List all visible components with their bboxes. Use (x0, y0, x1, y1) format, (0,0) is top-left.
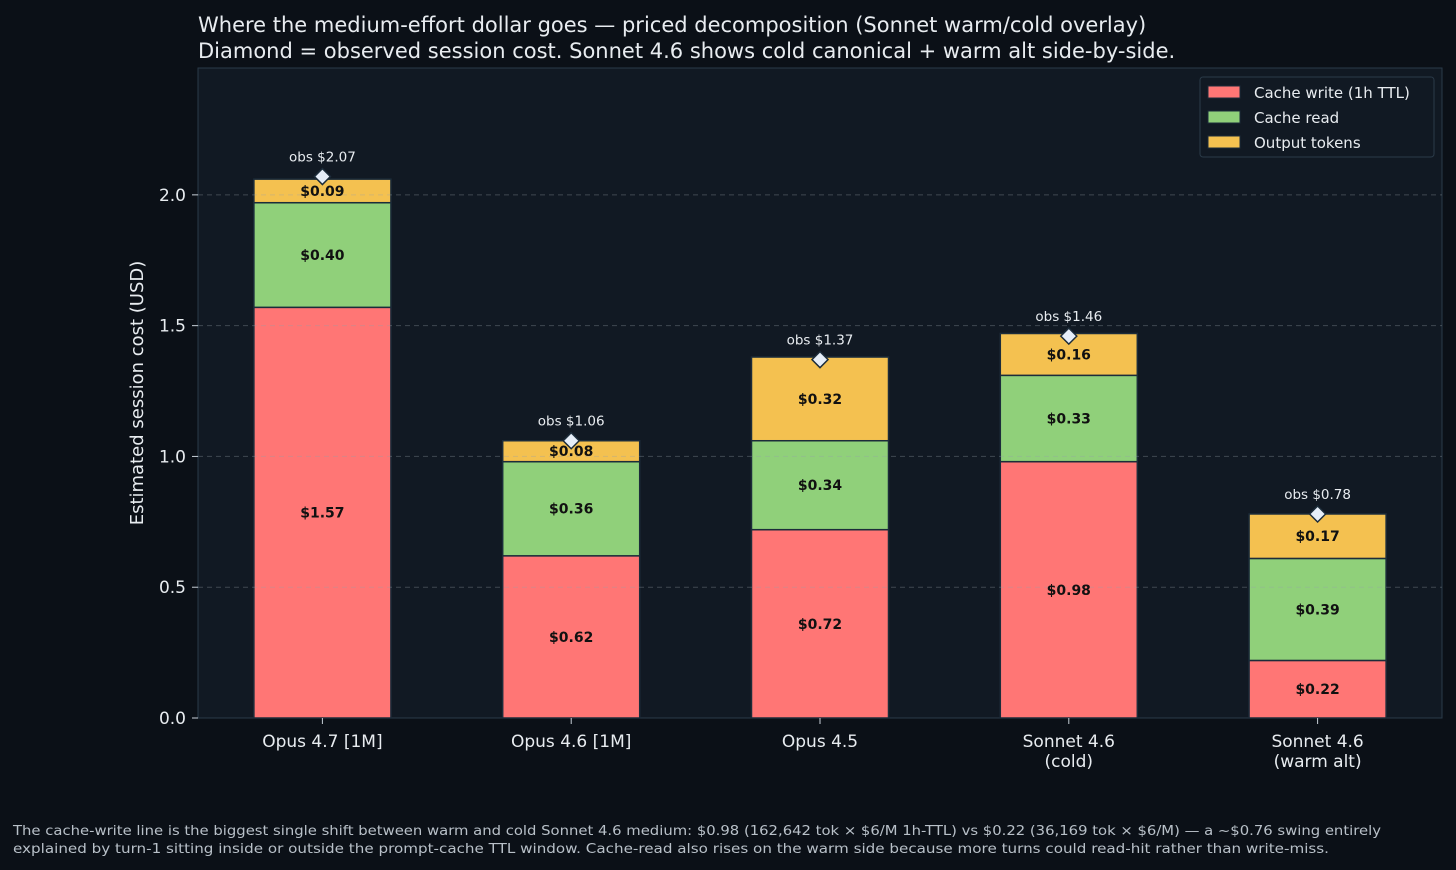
observed-cost-label: obs $1.06 (538, 414, 605, 430)
observed-cost-diamond (313, 167, 332, 186)
observed-cost-diamond (810, 350, 830, 369)
bar-value-label: $0.22 (1295, 682, 1339, 698)
bar-segment-cache-write-1h-ttl--4 (1248, 659, 1387, 719)
bar-value-label: $0.62 (549, 630, 593, 646)
x-tick-label: Opus 4.6 [1M] (511, 732, 631, 752)
bar-value-label: $0.72 (798, 617, 842, 633)
x-tick-label: Opus 4.5 (782, 732, 858, 752)
bar-segment-cache-write-1h-ttl--2 (750, 528, 890, 719)
y-tick-label: 2.0 (159, 186, 186, 206)
observed-cost-label: obs $1.46 (1035, 309, 1102, 325)
chart-subtitle: Diamond = observed session cost. Sonnet … (198, 39, 1175, 63)
bars-layer (253, 178, 1387, 719)
bar-value-label: $0.36 (549, 502, 593, 518)
bar-segment-cache-read-3 (999, 374, 1139, 463)
bar-value-label: $0.40 (300, 248, 345, 264)
bar-value-label: $0.09 (300, 184, 344, 200)
bar-value-label: $0.33 (1047, 412, 1091, 428)
bar-value-label: $1.57 (300, 506, 344, 522)
axes: Opus 4.7 [1M] Opus 4.6 [1M] Opus 4.5 Sonnet… (159, 186, 1364, 772)
x-tick-label: Opus 4.7 [1M] (262, 732, 382, 752)
bar-value-label: $0.08 (549, 444, 593, 460)
x-tick-label: Sonnet 4.6 (1271, 732, 1363, 752)
bar-segment-cache-read-4 (1248, 557, 1387, 662)
legend-label-cache-write: Cache write (1h TTL) (1254, 84, 1410, 102)
gridlines (198, 194, 1442, 588)
observed-cost-diamond (562, 431, 581, 450)
x-tick-label: (warm alt) (1274, 752, 1362, 772)
bar-value-label: $0.34 (798, 478, 843, 494)
y-tick-label: 1.0 (159, 447, 186, 467)
x-tick-label: (cold) (1045, 752, 1094, 772)
observed-cost-label: obs $2.07 (289, 150, 356, 166)
y-tick-label: 0.5 (159, 578, 186, 598)
footnote-line-2: explained by turn-1 sitting inside or ou… (13, 842, 1329, 857)
bar-segment-cache-read-1 (501, 460, 641, 557)
bar-segment-cache-write-1h-ttl--3 (999, 460, 1139, 719)
legend-swatch-cache-read (1207, 110, 1241, 124)
bar-segment-output-tokens-2 (750, 356, 890, 442)
footnote-line-1: The cache-write line is the biggest sing… (12, 824, 1381, 839)
bar-value-label: $0.32 (798, 392, 842, 408)
observed-cost-label: obs $0.78 (1284, 487, 1351, 503)
y-tick-label: 1.5 (159, 317, 186, 337)
bar-value-label: $0.16 (1047, 347, 1091, 363)
y-axis-label: Estimated session cost (USD) (127, 261, 148, 526)
bar-value-label: $0.17 (1295, 529, 1339, 545)
observed-cost-label: obs $1.37 (787, 333, 854, 349)
labels-layer: $1.57 $0.40 $0.09 obs $2.07 $0.62 $0.36 $0.08 o… (289, 150, 1351, 699)
legend-label-cache-read: Cache read (1254, 109, 1339, 127)
legend-swatch-cache-write (1207, 85, 1241, 99)
observed-cost-diamond (1308, 504, 1327, 524)
chart-title: Where the medium-effort dollar goes — pr… (198, 13, 1146, 37)
bar-value-label: $0.39 (1295, 602, 1339, 618)
legend-label-output: Output tokens (1254, 134, 1361, 152)
legend: Cache write (1h TTL) Cache read Output t… (1199, 76, 1435, 158)
legend-box (1199, 76, 1435, 158)
observed-cost-diamond (1059, 327, 1078, 346)
y-tick-label: 0.0 (159, 709, 186, 729)
bar-segment-cache-read-0 (253, 201, 392, 309)
x-tick-label: Sonnet 4.6 (1023, 732, 1115, 752)
legend-swatch-output (1207, 135, 1241, 149)
bar-value-label: $0.98 (1047, 583, 1091, 599)
